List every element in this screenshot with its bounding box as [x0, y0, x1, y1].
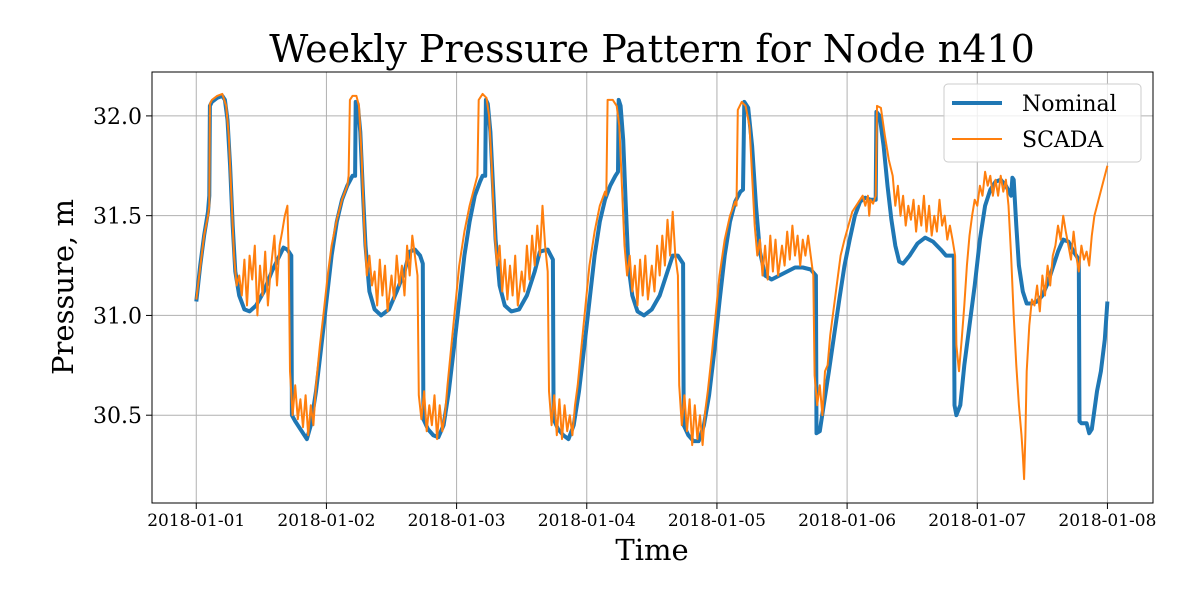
y-tick-label: 32.0 — [93, 105, 142, 130]
chart-title: Weekly Pressure Pattern for Node n410 — [269, 27, 1035, 71]
x-tick-label: 2018-01-08 — [1058, 511, 1156, 531]
x-tick-label: 2018-01-04 — [538, 511, 636, 531]
x-axis-label: Time — [615, 533, 688, 567]
x-tick-label: 2018-01-06 — [798, 511, 896, 531]
ticks — [146, 115, 1108, 509]
series-layer — [194, 92, 1110, 481]
x-tick-label: 2018-01-05 — [668, 511, 766, 531]
legend: Nominal SCADA — [943, 83, 1142, 163]
legend-label-scada: SCADA — [1022, 128, 1104, 153]
y-tick-label: 31.0 — [93, 304, 142, 329]
x-tick-label: 2018-01-03 — [408, 511, 506, 531]
x-tick-label: 2018-01-01 — [147, 511, 245, 531]
y-axis-label: Pressure, m — [46, 199, 80, 375]
tick-labels: 2018-01-01 2018-01-02 2018-01-03 2018-01-04… — [93, 105, 1156, 531]
x-tick-label: 2018-01-07 — [928, 511, 1026, 531]
series-line-scada — [195, 92, 1109, 481]
y-tick-label: 31.5 — [93, 205, 142, 230]
plot-frame — [151, 71, 1154, 504]
legend-label-nominal: Nominal — [1022, 92, 1117, 117]
x-tick-label: 2018-01-02 — [277, 511, 375, 531]
y-tick-label: 30.5 — [93, 404, 142, 429]
